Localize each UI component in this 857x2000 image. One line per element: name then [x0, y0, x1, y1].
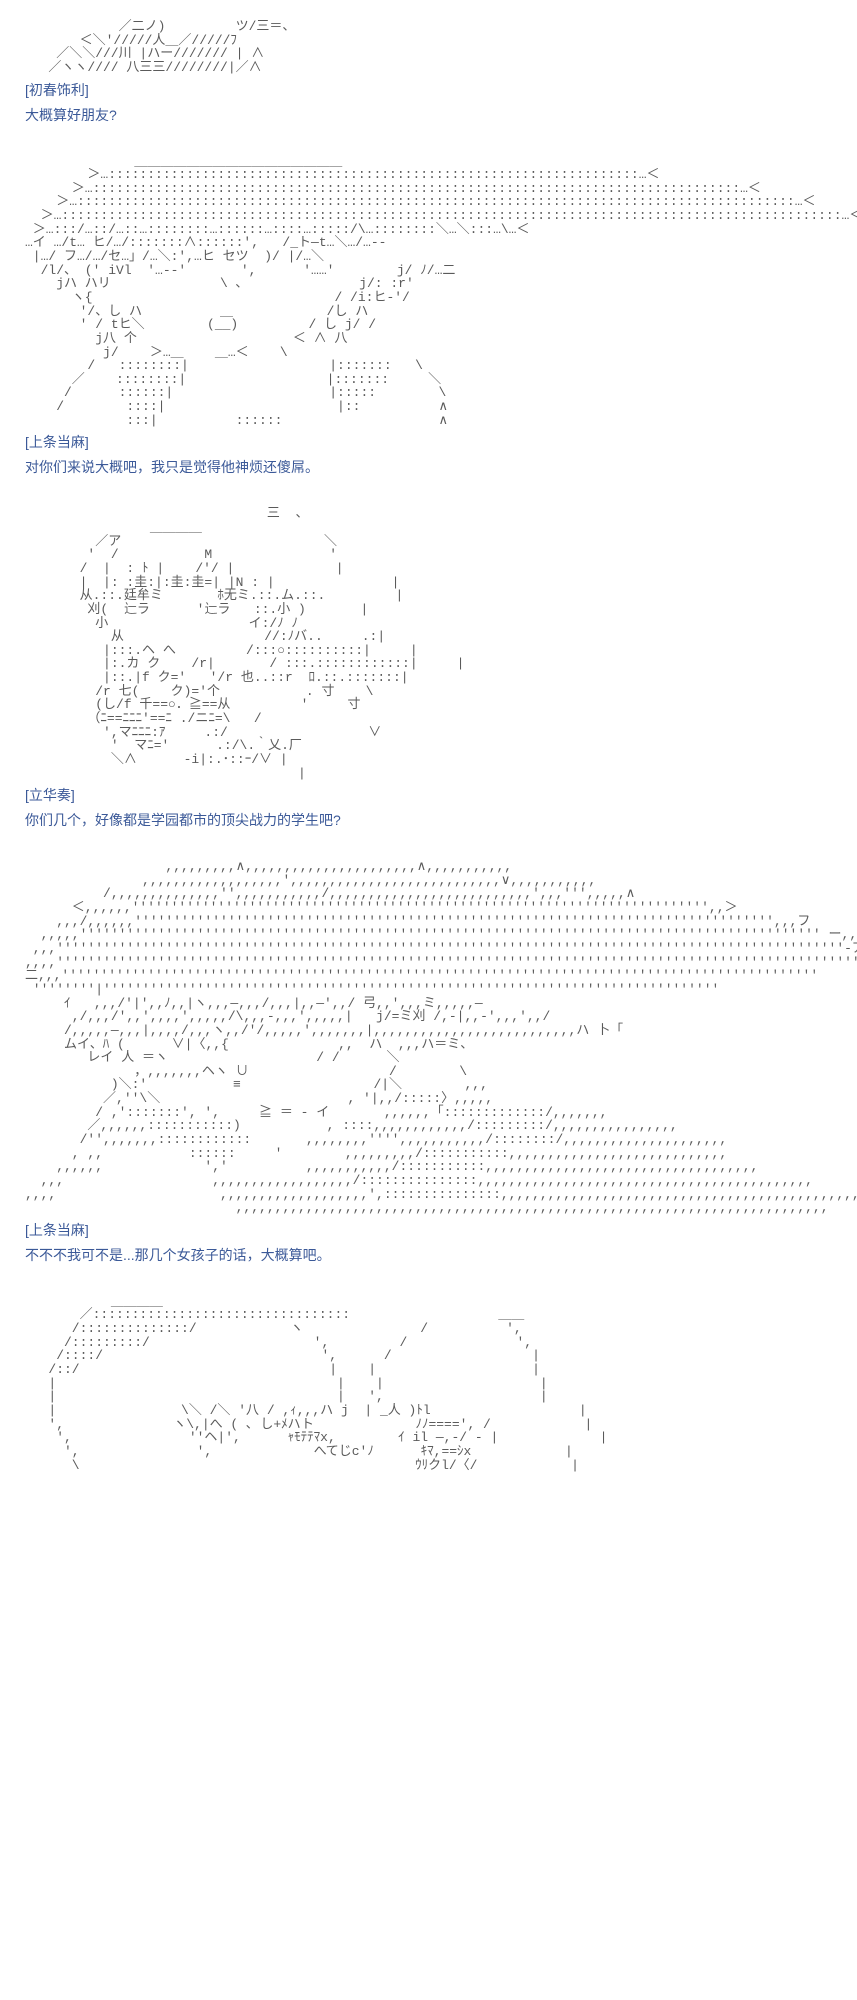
dialogue-text: 不不不我可不是...那几个女孩子的话，大概算吧。: [25, 1245, 832, 1265]
ascii-art-block: ,,,,,,,,,∧,,,,,,,,,,,,,,,,,,,,,,∧,,,,,,,…: [25, 860, 832, 1215]
ascii-art-block: 三 、 ＿＿＿＿ ／ア ＼ ' / M ' / | : ﾄ | /'/ | | …: [25, 507, 832, 780]
dialogue-text: 对你们来说大概吧，我只是觉得他神烦还傻屌。: [25, 457, 832, 477]
speaker-label: [立华奏]: [25, 785, 832, 805]
ascii-art-block: ＿＿＿＿＿＿＿＿＿＿＿＿＿＿＿＿ ＞…:::::::::::::::::::::…: [25, 155, 832, 428]
content-container: ／二ノ) ツ/三＝、 ＜＼'/////人＿／/////ﾌ ／＼＼///川 |ハー…: [0, 20, 857, 1472]
speaker-label: [初春饰利]: [25, 80, 832, 100]
ascii-art-block: ／二ノ) ツ/三＝、 ＜＼'/////人＿／/////ﾌ ／＼＼///川 |ハー…: [25, 20, 832, 75]
dialogue-text: 你们几个，好像都是学园都市的顶尖战力的学生吧?: [25, 810, 832, 830]
ascii-art-block: ＿＿＿＿ ／::::::::::::::::::::::::::::::::: …: [25, 1295, 832, 1472]
dialogue-text: 大概算好朋友?: [25, 105, 832, 125]
speaker-label: [上条当麻]: [25, 1220, 832, 1240]
speaker-label: [上条当麻]: [25, 432, 832, 452]
